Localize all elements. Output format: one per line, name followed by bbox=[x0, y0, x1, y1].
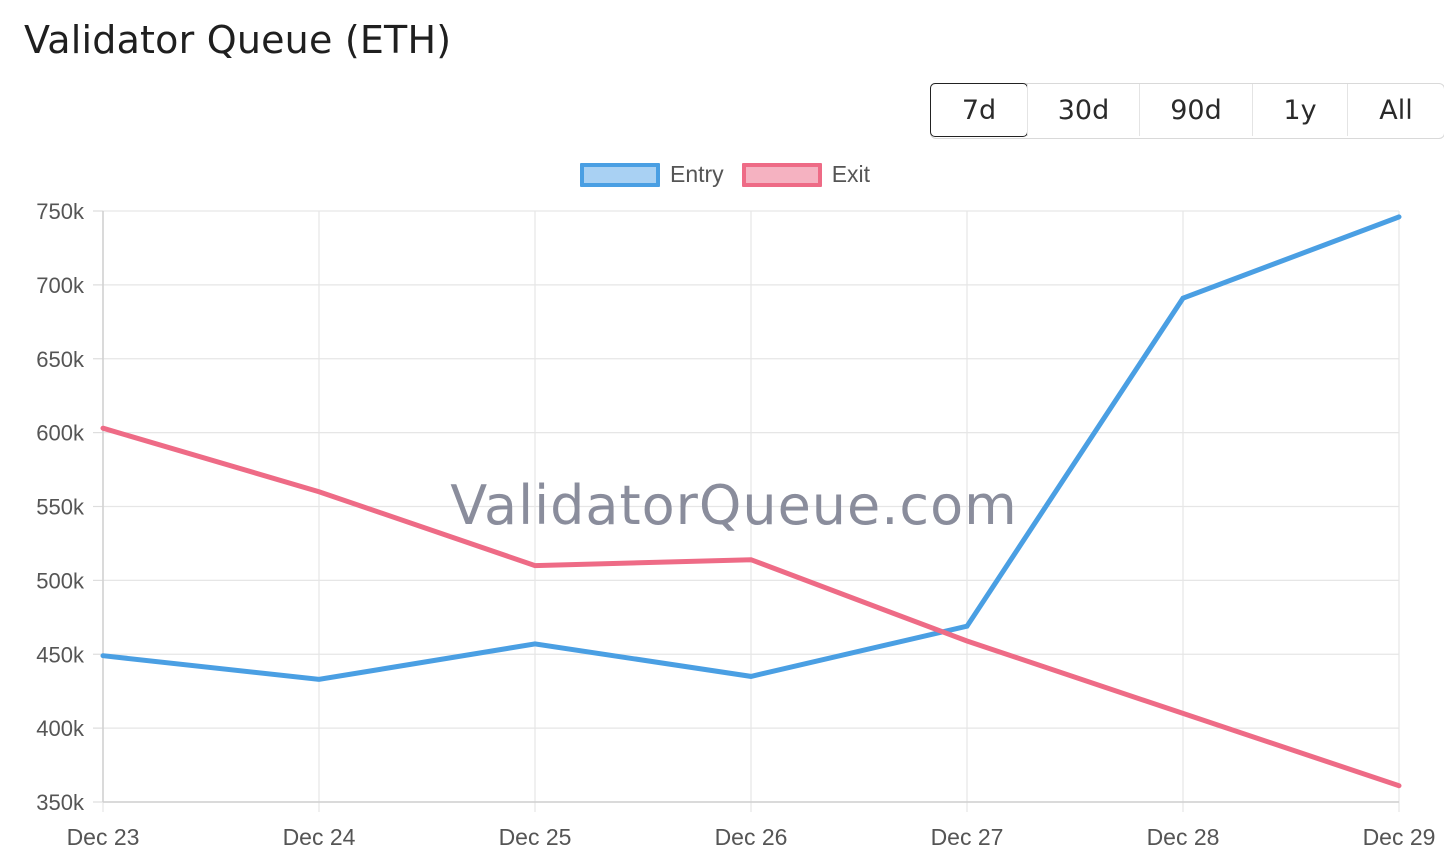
y-tick-label: 750k bbox=[36, 199, 85, 224]
y-tick-label: 350k bbox=[36, 790, 85, 815]
y-tick-label: 650k bbox=[36, 347, 85, 372]
legend-label-entry: Entry bbox=[670, 161, 724, 187]
page-title: Validator Queue (ETH) bbox=[24, 18, 452, 62]
x-tick-label: Dec 28 bbox=[1147, 824, 1220, 850]
legend-label-exit: Exit bbox=[831, 161, 871, 187]
range-button-30d[interactable]: 30d bbox=[1027, 84, 1139, 136]
y-tick-label: 450k bbox=[36, 642, 85, 667]
y-tick-label: 550k bbox=[36, 495, 85, 520]
x-tick-label: Dec 24 bbox=[283, 824, 356, 850]
y-tick-label: 700k bbox=[36, 273, 85, 298]
legend-swatch-entry bbox=[580, 162, 660, 187]
x-tick-label: Dec 29 bbox=[1363, 824, 1436, 850]
x-tick-label: Dec 25 bbox=[499, 824, 572, 850]
watermark: ValidatorQueue.com bbox=[450, 474, 1018, 537]
x-tick-label: Dec 23 bbox=[67, 824, 140, 850]
x-tick-label: Dec 27 bbox=[931, 824, 1004, 850]
y-tick-label: 500k bbox=[36, 568, 85, 593]
legend-item-exit[interactable]: Exit bbox=[741, 161, 871, 188]
time-range-selector: 7d 30d 90d 1y All bbox=[930, 83, 1444, 139]
y-tick-label: 400k bbox=[36, 716, 85, 741]
x-tick-label: Dec 26 bbox=[715, 824, 788, 850]
range-button-all[interactable]: All bbox=[1347, 84, 1444, 136]
range-button-1y[interactable]: 1y bbox=[1252, 84, 1347, 136]
legend-item-entry[interactable]: Entry bbox=[580, 161, 724, 188]
range-button-90d[interactable]: 90d bbox=[1139, 84, 1252, 136]
range-button-7d[interactable]: 7d bbox=[930, 83, 1028, 137]
legend-swatch-exit bbox=[741, 162, 822, 187]
y-tick-label: 600k bbox=[36, 421, 85, 446]
chart-legend: Entry Exit bbox=[580, 161, 888, 188]
